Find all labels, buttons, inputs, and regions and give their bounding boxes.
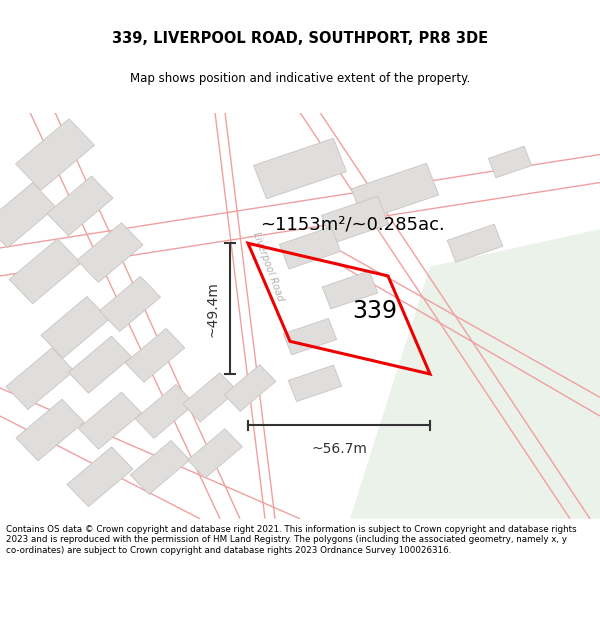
Polygon shape xyxy=(125,328,185,382)
Polygon shape xyxy=(9,239,81,304)
Text: Map shows position and indicative extent of the property.: Map shows position and indicative extent… xyxy=(130,72,470,84)
Polygon shape xyxy=(6,348,74,409)
Text: ~49.4m: ~49.4m xyxy=(206,281,220,336)
Polygon shape xyxy=(322,196,389,244)
Polygon shape xyxy=(183,372,237,422)
Polygon shape xyxy=(254,138,346,199)
Text: ~1153m²/~0.285ac.: ~1153m²/~0.285ac. xyxy=(260,216,445,234)
Polygon shape xyxy=(79,392,142,449)
Text: Contains OS data © Crown copyright and database right 2021. This information is : Contains OS data © Crown copyright and d… xyxy=(6,525,577,555)
Polygon shape xyxy=(322,271,378,309)
Text: Liverpool Road: Liverpool Road xyxy=(251,231,285,302)
Text: ~56.7m: ~56.7m xyxy=(311,442,367,456)
Polygon shape xyxy=(224,364,276,411)
Polygon shape xyxy=(0,182,56,248)
Polygon shape xyxy=(47,176,113,236)
Polygon shape xyxy=(135,384,195,438)
Polygon shape xyxy=(68,336,131,393)
Polygon shape xyxy=(351,163,439,221)
Polygon shape xyxy=(41,296,109,358)
Text: 339, LIVERPOOL ROAD, SOUTHPORT, PR8 3DE: 339, LIVERPOOL ROAD, SOUTHPORT, PR8 3DE xyxy=(112,31,488,46)
Polygon shape xyxy=(447,224,503,262)
Polygon shape xyxy=(350,229,600,519)
Polygon shape xyxy=(280,227,341,269)
Polygon shape xyxy=(289,365,341,401)
Polygon shape xyxy=(16,119,94,190)
Polygon shape xyxy=(188,429,242,478)
Polygon shape xyxy=(100,276,160,331)
Polygon shape xyxy=(16,399,84,461)
Polygon shape xyxy=(67,447,133,507)
Polygon shape xyxy=(77,222,143,282)
Polygon shape xyxy=(130,441,190,494)
Polygon shape xyxy=(283,319,337,355)
Polygon shape xyxy=(488,146,532,177)
Text: 339: 339 xyxy=(353,299,398,323)
